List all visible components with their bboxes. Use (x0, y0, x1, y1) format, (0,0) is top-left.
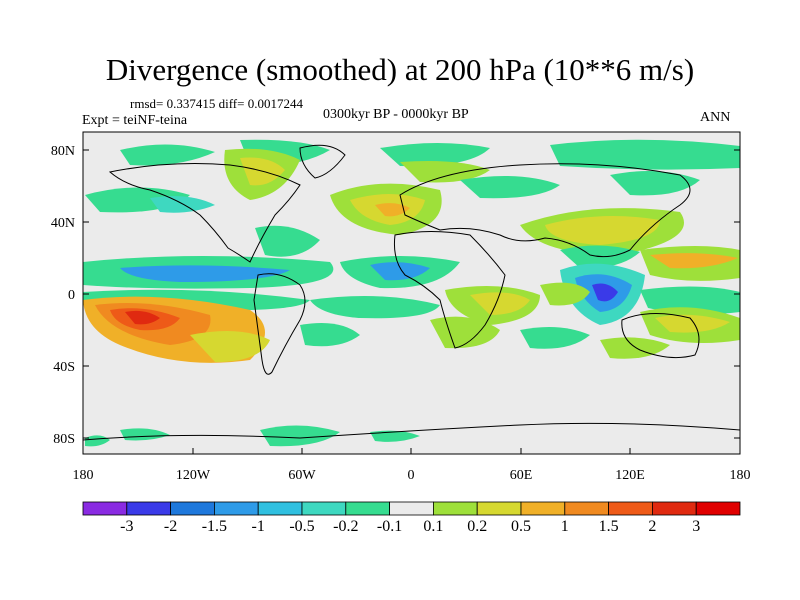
colorbar-label: 1 (560, 518, 569, 535)
contour-region (125, 310, 160, 325)
contour-region (600, 337, 670, 359)
colorbar-swatch (520, 501, 566, 516)
colorbar-swatch (432, 501, 478, 516)
coastline-africa (394, 231, 506, 349)
colorbar-label: 0.1 (423, 518, 444, 535)
contour-fields (83, 139, 740, 447)
colorbar-swatch (126, 501, 172, 516)
contour-region (550, 139, 740, 170)
colorbar-swatch (476, 501, 522, 516)
contour-region (470, 292, 530, 315)
contour-region (255, 225, 320, 257)
lat-label: 0 (68, 288, 75, 303)
lon-label: 60E (510, 468, 533, 483)
colorbar-swatch (695, 501, 741, 516)
contour-region (260, 425, 340, 447)
map-title: Divergence (smoothed) at 200 hPa (10**6 … (105, 52, 695, 87)
contour-region (460, 176, 560, 199)
contour-region (650, 253, 738, 269)
contour-region (120, 428, 170, 441)
contour-region (300, 322, 360, 347)
colorbar-swatch (652, 501, 697, 516)
contour-region (655, 314, 730, 333)
experiment-label: Expt = teiNF-teina (82, 113, 188, 128)
contour-region (370, 262, 430, 281)
colorbar-swatch (82, 501, 128, 516)
coastline-south-america (253, 273, 306, 375)
coastline-antarctica (83, 422, 740, 441)
stats-text: rmsd= 0.337415 diff= 0.0017244 (130, 96, 303, 111)
season-label: ANN (700, 110, 731, 125)
colorbar-swatch (389, 501, 434, 516)
colorbar-label: -0.5 (289, 518, 315, 535)
axis-ticks (83, 149, 740, 454)
colorbar-swatch (608, 501, 653, 516)
colorbar-label: 3 (692, 518, 701, 535)
contour-region (375, 203, 410, 217)
colorbar-label: -1.5 (201, 518, 228, 535)
lat-label: 80S (53, 432, 75, 447)
lon-label: 60W (288, 468, 316, 483)
contour-region (120, 144, 215, 166)
contour-region (370, 430, 420, 442)
lat-label: 40S (53, 360, 75, 375)
contour-region (120, 265, 290, 282)
coastline-australia (621, 312, 700, 359)
coastline-north-america (108, 163, 301, 263)
contour-region (640, 286, 740, 315)
colorbar-swatch (301, 501, 347, 516)
contour-region (520, 326, 590, 349)
period-label: 0300kyr BP - 0000kyr BP (323, 107, 469, 122)
colorbar-label: -0.1 (376, 518, 403, 535)
contour-region (310, 296, 440, 319)
colorbar-label: 2 (648, 518, 657, 535)
colorbar-swatch (170, 501, 215, 516)
colorbar-label: -3 (120, 518, 134, 535)
lon-label: 120E (615, 468, 645, 483)
colorbar-swatch (213, 501, 259, 516)
colorbar-label: 1.5 (598, 518, 619, 535)
colorbar (82, 501, 741, 516)
coastlines (83, 144, 740, 441)
contour-region (592, 283, 618, 302)
colorbar-swatch (257, 501, 303, 516)
coastline-greenland (299, 144, 346, 179)
lat-label: 40N (51, 216, 75, 231)
contour-region (610, 171, 700, 196)
contour-region (380, 143, 490, 167)
colorbar-label: -0.2 (333, 518, 359, 535)
contour-region (540, 282, 590, 306)
lon-label: 180 (730, 468, 751, 483)
colorbar-swatch (345, 501, 390, 516)
contour-region (400, 161, 490, 183)
lat-label: 80N (51, 144, 75, 159)
colorbar-label: 0.2 (467, 518, 488, 535)
colorbar-label: 0.5 (511, 518, 531, 535)
lon-label: 0 (408, 468, 415, 483)
colorbar-swatch (564, 501, 609, 516)
contour-region (190, 331, 270, 362)
colorbar-label: -1 (251, 518, 265, 535)
lon-label: 120W (176, 468, 211, 483)
colorbar-label: -2 (163, 518, 178, 535)
contour-region (545, 216, 660, 245)
lon-label: 180 (73, 468, 94, 483)
coastline-eurasia (399, 163, 691, 258)
